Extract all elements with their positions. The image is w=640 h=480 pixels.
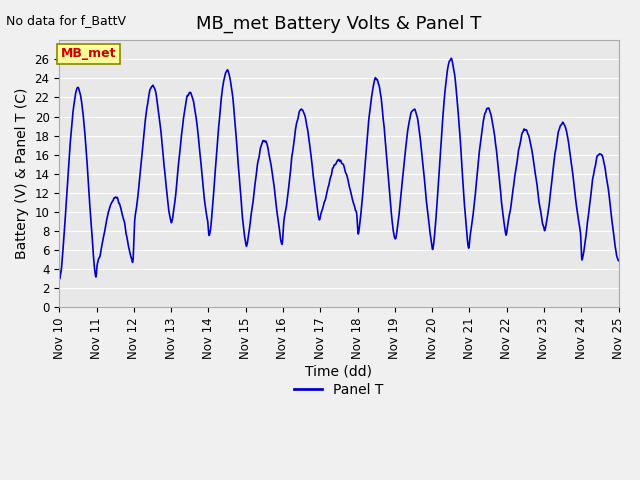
- Text: MB_met: MB_met: [61, 48, 116, 60]
- Legend: Panel T: Panel T: [289, 377, 389, 402]
- Text: No data for f_BattV: No data for f_BattV: [6, 14, 127, 27]
- X-axis label: Time (dd): Time (dd): [305, 364, 372, 378]
- Title: MB_met Battery Volts & Panel T: MB_met Battery Volts & Panel T: [196, 15, 481, 33]
- Y-axis label: Battery (V) & Panel T (C): Battery (V) & Panel T (C): [15, 88, 29, 260]
